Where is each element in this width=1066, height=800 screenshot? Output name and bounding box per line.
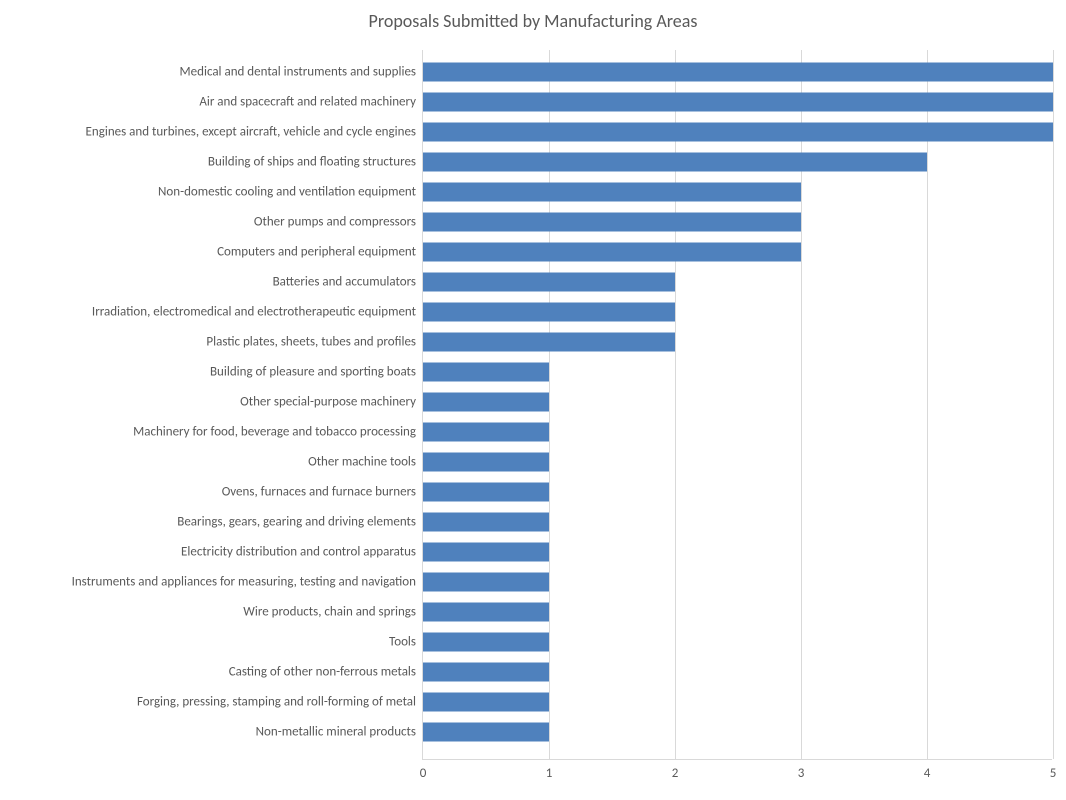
bar bbox=[423, 603, 549, 622]
category-label: Wire products, chain and springs bbox=[243, 605, 416, 620]
bar bbox=[423, 513, 549, 532]
bar bbox=[423, 693, 549, 712]
bar bbox=[423, 573, 549, 592]
category-label: Other machine tools bbox=[308, 455, 416, 470]
x-tick-label: 5 bbox=[1050, 766, 1057, 781]
category-label: Plastic plates, sheets, tubes and profil… bbox=[206, 335, 416, 350]
bar bbox=[423, 423, 549, 442]
bar bbox=[423, 453, 549, 472]
category-label: Other pumps and compressors bbox=[254, 215, 416, 230]
bar bbox=[423, 363, 549, 382]
gridline bbox=[927, 50, 928, 759]
bar bbox=[423, 213, 801, 232]
bar bbox=[423, 273, 675, 292]
bar bbox=[423, 483, 549, 502]
bar bbox=[423, 123, 1053, 142]
category-label: Bearings, gears, gearing and driving ele… bbox=[177, 515, 416, 530]
bar bbox=[423, 663, 549, 682]
category-label: Casting of other non-ferrous metals bbox=[229, 665, 416, 680]
x-tick-label: 0 bbox=[420, 766, 427, 781]
category-label: Batteries and accumulators bbox=[273, 275, 416, 290]
bar bbox=[423, 93, 1053, 112]
plot-area: 012345 bbox=[422, 50, 1052, 760]
category-label: Building of ships and floating structure… bbox=[208, 155, 416, 170]
category-label: Irradiation, electromedical and electrot… bbox=[92, 305, 416, 320]
bar bbox=[423, 153, 927, 172]
category-label: Machinery for food, beverage and tobacco… bbox=[133, 425, 416, 440]
gridline bbox=[1053, 50, 1054, 759]
x-tick-label: 3 bbox=[798, 766, 805, 781]
chart-container: Proposals Submitted by Manufacturing Are… bbox=[0, 0, 1066, 800]
category-label: Medical and dental instruments and suppl… bbox=[180, 65, 416, 80]
category-label: Electricity distribution and control app… bbox=[181, 545, 416, 560]
bar bbox=[423, 303, 675, 322]
category-label: Instruments and appliances for measuring… bbox=[72, 575, 416, 590]
category-label: Forging, pressing, stamping and roll-for… bbox=[137, 695, 416, 710]
category-label: Computers and peripheral equipment bbox=[217, 245, 416, 260]
bar bbox=[423, 63, 1053, 82]
x-tick-label: 4 bbox=[924, 766, 931, 781]
bar bbox=[423, 333, 675, 352]
x-tick-label: 1 bbox=[546, 766, 553, 781]
category-label: Non-metallic mineral products bbox=[256, 725, 416, 740]
bar bbox=[423, 543, 549, 562]
bar bbox=[423, 183, 801, 202]
category-label: Ovens, furnaces and furnace burners bbox=[222, 485, 416, 500]
category-label: Tools bbox=[389, 635, 416, 650]
category-label: Air and spacecraft and related machinery bbox=[199, 95, 416, 110]
bar bbox=[423, 723, 549, 742]
category-label: Non-domestic cooling and ventilation equ… bbox=[158, 185, 416, 200]
x-tick-label: 2 bbox=[672, 766, 679, 781]
bar bbox=[423, 393, 549, 412]
category-label: Building of pleasure and sporting boats bbox=[210, 365, 416, 380]
chart-title: Proposals Submitted by Manufacturing Are… bbox=[0, 10, 1066, 32]
bar bbox=[423, 633, 549, 652]
category-label: Engines and turbines, except aircraft, v… bbox=[86, 125, 416, 140]
category-label: Other special-purpose machinery bbox=[240, 395, 416, 410]
bar bbox=[423, 243, 801, 262]
